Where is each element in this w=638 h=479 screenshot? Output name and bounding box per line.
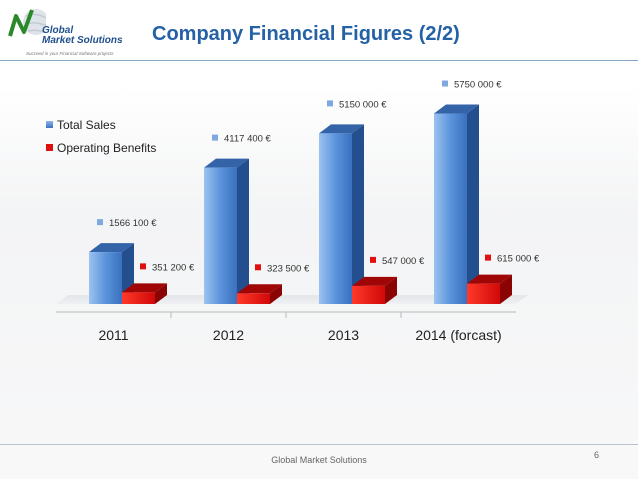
footer-company-name: Global Market Solutions [271,455,367,465]
data-label-operating-benefits: 615 000 € [485,254,540,265]
data-label-total-sales: 5150 000 € [327,99,387,110]
logo-tagline: Succeed in your Financial Software proje… [26,51,114,56]
logo-wordmark: Global Market Solutions [42,25,123,46]
data-label-total-sales: 5750 000 € [442,80,502,91]
x-tick-label: 2011 [98,327,128,343]
bar-total-sales [319,124,364,304]
legend-item-total-sales: Total Sales [46,113,156,136]
slide-title: Company Financial Figures (2/2) [152,23,460,45]
globe-logo-icon [8,9,46,37]
data-label-operating-benefits: 547 000 € [370,256,425,267]
page-number: 6 [594,450,600,460]
x-tick-label: 2012 [213,327,244,343]
bar-operating-benefits [467,274,512,304]
bar-total-sales [89,243,134,304]
data-label-operating-benefits: 351 200 € [140,262,195,273]
svg-text:547 000 €: 547 000 € [382,256,425,267]
bar-operating-benefits [122,283,167,304]
legend-label-total-sales: Total Sales [57,117,116,132]
svg-text:4117 400 €: 4117 400 € [224,134,272,145]
legend-item-operating-benefits: Operating Benefits [46,136,156,159]
legend-swatch-total-sales [46,121,53,128]
data-label-total-sales: 1566 100 € [97,218,157,229]
chart-legend: Total Sales Operating Benefits [46,113,156,159]
x-tick-label: 2014 (forcast) [415,327,501,343]
svg-text:323 500 €: 323 500 € [267,263,310,274]
chart-floor [56,295,528,304]
legend-label-operating-benefits: Operating Benefits [57,140,157,155]
bar-total-sales [434,104,479,304]
svg-text:351 200 €: 351 200 € [152,262,195,273]
legend-swatch-operating-benefits [46,144,53,151]
bar-operating-benefits [352,276,397,304]
svg-text:5150 000 €: 5150 000 € [339,99,387,110]
svg-text:615 000 €: 615 000 € [497,254,540,265]
footer-divider [0,444,638,445]
company-logo: Global Market Solutions Succeed in your … [6,6,126,56]
x-tick-label: 2013 [328,327,359,343]
data-label-total-sales: 4117 400 € [212,134,272,145]
data-label-operating-benefits: 323 500 € [255,263,310,274]
title-divider [0,60,638,61]
svg-text:1566 100 €: 1566 100 € [109,218,157,229]
bar-total-sales [204,158,249,304]
bar-operating-benefits [237,284,282,304]
svg-text:5750 000 €: 5750 000 € [454,80,502,91]
